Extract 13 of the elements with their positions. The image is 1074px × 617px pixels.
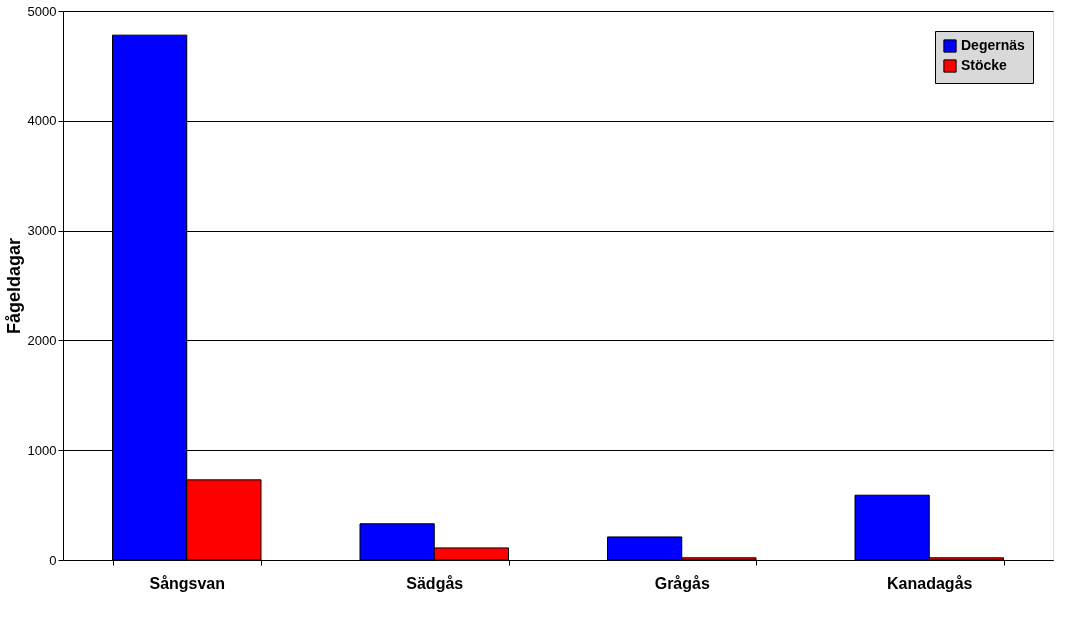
y-axis-title: Fågeldagar bbox=[3, 237, 24, 335]
y-tick-label: 3000 bbox=[27, 223, 57, 239]
x-tick-label: Sångsvan bbox=[149, 574, 226, 592]
y-tick-label: 0 bbox=[49, 552, 57, 568]
y-tick-label: 5000 bbox=[27, 3, 57, 19]
y-tick-label: 1000 bbox=[27, 442, 57, 458]
legend-label: Degernäs bbox=[961, 37, 1026, 53]
y-tick-label: 2000 bbox=[27, 332, 57, 348]
y-tick-label: 4000 bbox=[27, 113, 57, 129]
x-tick-label: Sädgås bbox=[406, 574, 464, 592]
legend-label: Stöcke bbox=[961, 57, 1008, 73]
x-tick-label: Kanadagås bbox=[887, 574, 973, 592]
x-tick-label: Grågås bbox=[654, 574, 710, 592]
